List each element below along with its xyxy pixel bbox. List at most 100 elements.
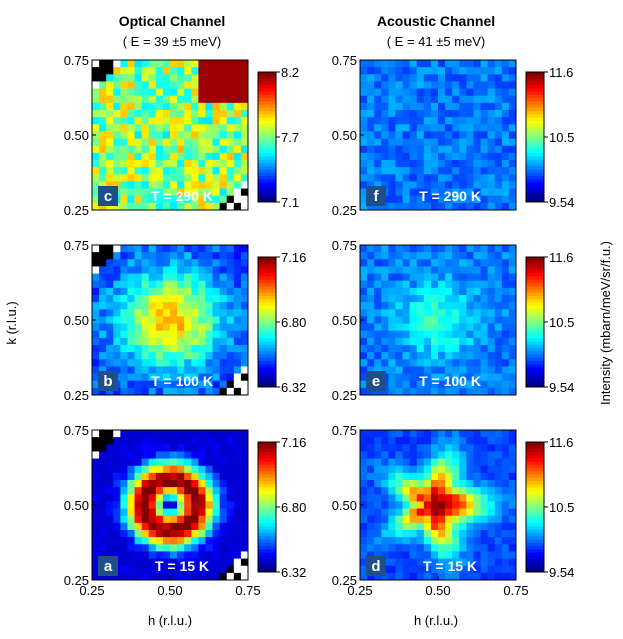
heatmap-cell xyxy=(148,74,157,82)
heatmap-cell xyxy=(388,309,396,317)
colorbar-step xyxy=(258,192,276,196)
heatmap-cell xyxy=(240,458,249,467)
heatmap-cell xyxy=(374,60,382,68)
heatmap-cell xyxy=(360,81,368,89)
heatmap-cell xyxy=(106,522,114,531)
heatmap-cell xyxy=(120,280,128,289)
heatmap-cell xyxy=(494,309,503,317)
heatmap-cell xyxy=(388,273,396,282)
heatmap-cell xyxy=(162,537,171,545)
heatmap-cell xyxy=(155,74,164,82)
heatmap-cell xyxy=(113,81,121,89)
heatmap-cell xyxy=(381,181,389,189)
heatmap-cell xyxy=(240,537,249,545)
heatmap-cell xyxy=(501,160,510,168)
heatmap-cell xyxy=(423,74,432,82)
heatmap-cell xyxy=(106,145,114,154)
heatmap-cell xyxy=(212,295,221,303)
heatmap-cell xyxy=(466,81,474,89)
heatmap-cell xyxy=(501,287,510,296)
heatmap-cell xyxy=(170,494,178,502)
heatmap-cell xyxy=(155,67,164,75)
heatmap-cell xyxy=(92,352,100,360)
heatmap-cell xyxy=(438,373,446,382)
heatmap-cell xyxy=(148,245,157,253)
heatmap-cell xyxy=(141,472,150,481)
heatmap-cell xyxy=(106,359,114,367)
heatmap-cell xyxy=(92,565,100,574)
heatmap-cell xyxy=(508,387,517,396)
colorbar-step xyxy=(258,341,276,346)
heatmap-cell xyxy=(191,430,199,438)
panel-letter: b xyxy=(103,373,112,390)
colorbar-step xyxy=(526,348,544,352)
heatmap-cell xyxy=(226,81,235,89)
heatmap-cell xyxy=(438,508,446,517)
heatmap-cell xyxy=(106,537,114,545)
heatmap-cell xyxy=(480,352,489,360)
heatmap-cell xyxy=(240,295,249,303)
heatmap-cell xyxy=(120,430,128,438)
colorbar-step xyxy=(258,455,276,459)
heatmap-cell xyxy=(452,337,460,346)
heatmap-cell xyxy=(381,352,389,360)
heatmap-cell xyxy=(409,430,418,438)
panel-letter: c xyxy=(104,188,112,205)
heatmap-cell xyxy=(438,124,446,132)
heatmap-cell xyxy=(395,102,403,111)
heatmap-cell xyxy=(198,537,206,545)
heatmap-cell xyxy=(177,280,185,289)
heatmap-cell xyxy=(212,337,221,346)
heatmap-cell xyxy=(155,295,164,303)
heatmap-cell xyxy=(127,345,135,353)
colorbar-step xyxy=(258,120,276,125)
heatmap-cell xyxy=(141,302,150,310)
heatmap-cell xyxy=(487,174,496,182)
colorbar-step xyxy=(258,361,276,365)
colorbar-step xyxy=(258,153,276,157)
heatmap-cell xyxy=(423,522,432,531)
heatmap-cell xyxy=(381,273,389,282)
heatmap-cell xyxy=(198,280,206,289)
heatmap-cell xyxy=(240,558,249,567)
heatmap-cell xyxy=(127,174,135,182)
heatmap-cell xyxy=(162,330,171,339)
heatmap-cell xyxy=(127,195,135,204)
colorbar-step xyxy=(258,370,276,375)
heatmap-cell xyxy=(388,102,396,111)
heatmap-cell xyxy=(120,373,128,382)
heatmap-cell xyxy=(177,117,185,125)
heatmap-cell xyxy=(219,145,228,154)
heatmap-cell xyxy=(501,266,510,274)
y-tick-label: 0.50 xyxy=(64,128,89,143)
heatmap-cell xyxy=(92,530,100,538)
heatmap-cell xyxy=(219,380,228,389)
heatmap-cell xyxy=(367,494,375,502)
heatmap-cell xyxy=(438,572,446,581)
heatmap-cell xyxy=(240,544,249,552)
heatmap-cell xyxy=(191,330,199,339)
heatmap-cell xyxy=(381,472,389,481)
heatmap-cell xyxy=(113,160,121,168)
heatmap-cell xyxy=(395,352,403,360)
heatmap-cell xyxy=(155,188,164,197)
heatmap-cell xyxy=(155,572,164,581)
heatmap-cell xyxy=(381,494,389,502)
heatmap-cell xyxy=(360,472,368,481)
heatmap-cell xyxy=(106,430,114,438)
heatmap-cell xyxy=(219,138,228,147)
heatmap-cell xyxy=(402,295,411,303)
heatmap-cell xyxy=(226,359,235,367)
colorbar-step xyxy=(258,559,276,563)
heatmap-cell xyxy=(240,444,249,452)
heatmap-cell xyxy=(402,444,411,452)
heatmap-cell xyxy=(416,117,425,125)
colorbar-step xyxy=(258,325,276,329)
heatmap-cell xyxy=(113,515,121,524)
colorbar-tick-label: 6.80 xyxy=(281,315,306,330)
heatmap-cell xyxy=(466,359,474,367)
heatmap-cell xyxy=(416,81,425,89)
heatmap-cell xyxy=(473,487,481,495)
heatmap-cell xyxy=(360,74,368,82)
colorbar-step xyxy=(526,503,544,508)
